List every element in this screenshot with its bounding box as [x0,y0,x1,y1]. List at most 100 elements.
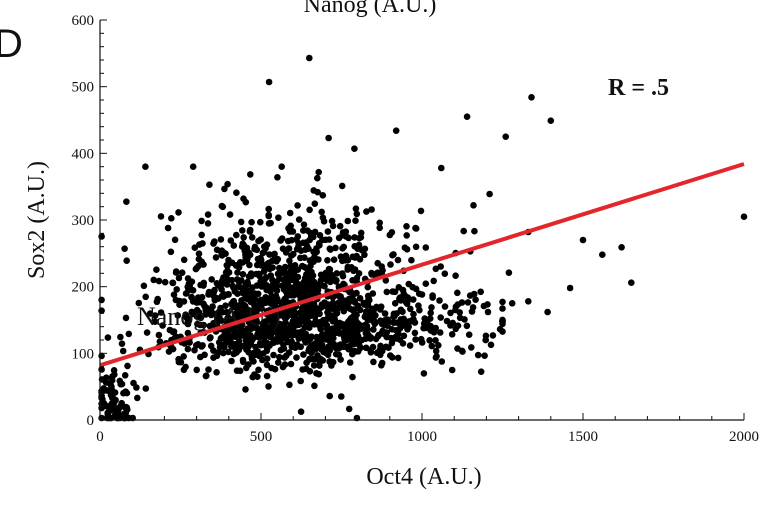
data-point [278,299,285,307]
data-point [308,233,315,240]
data-point [310,248,317,256]
data-point [338,182,346,190]
data-point [447,309,454,317]
data-point [373,303,380,311]
data-point [281,361,289,368]
data-point [350,267,357,275]
data-point [468,344,475,351]
data-point [276,264,283,272]
data-point [338,393,345,400]
data-point [229,298,237,306]
data-point [104,334,112,341]
data-point [237,218,245,226]
data-point [240,241,247,249]
data-point [389,354,396,361]
data-point [220,349,227,357]
data-point [259,249,267,257]
data-point [432,265,440,273]
data-point [435,342,442,349]
data-point [408,317,415,325]
data-point [257,325,265,333]
data-point [111,411,119,419]
x-tick-label: 0 [96,429,104,445]
data-point [208,276,215,283]
data-point [280,276,287,283]
data-point [319,357,327,364]
data-point [228,276,236,284]
data-point [297,343,305,351]
data-point [118,340,126,348]
data-point [382,277,390,284]
data-point [330,256,338,264]
data-point [213,369,220,376]
data-point [223,261,231,269]
data-point [175,274,183,282]
data-point [499,317,506,325]
data-point [232,346,239,354]
y-axis-label: Sox2 (A.U.) [24,161,50,279]
data-point [280,345,288,352]
data-point [368,206,375,213]
data-point [235,278,243,286]
data-point [396,294,404,301]
data-point [249,335,257,342]
data-point [107,381,114,388]
data-point [461,316,468,323]
data-point [391,300,399,307]
data-point [204,220,212,227]
data-point [432,354,440,361]
data-point [353,252,360,260]
data-point [362,330,370,337]
data-point [266,251,273,258]
data-point [299,305,306,312]
data-point [226,333,233,340]
data-point [378,359,386,367]
data-point [460,227,468,235]
data-point [188,294,195,301]
data-point [310,362,318,369]
data-point [422,244,430,251]
data-point [409,296,417,303]
data-point [426,315,434,322]
data-point [300,221,308,228]
data-point [327,271,335,278]
data-point [292,277,300,284]
data-point [344,217,352,225]
data-point [326,347,334,354]
data-point [265,205,273,213]
data-point [239,358,247,366]
data-point [161,278,169,286]
data-point [325,236,333,243]
data-point [234,308,241,315]
data-point [110,367,118,374]
data-point [373,270,381,277]
data-point [180,353,187,360]
data-point [151,312,159,319]
data-point [217,341,224,349]
data-point [480,302,488,310]
data-point [499,305,506,312]
data-point [436,297,443,304]
data-point [142,163,149,170]
data-point [229,282,237,290]
data-point [153,266,160,274]
data-point [367,349,375,356]
data-point [345,234,352,242]
data-point [340,243,348,251]
data-point [257,218,264,226]
data-point [352,205,360,212]
data-point [415,302,422,310]
data-point [281,333,289,340]
data-point [101,386,109,394]
data-point [392,127,400,134]
data-point [263,355,271,363]
data-point [288,331,295,339]
data-point [432,347,440,355]
data-point [306,335,314,343]
data-point [399,322,407,330]
data-point [337,293,345,300]
data-point [353,274,361,282]
data-point [365,315,373,323]
data-point [293,236,300,243]
data-point [302,330,310,338]
